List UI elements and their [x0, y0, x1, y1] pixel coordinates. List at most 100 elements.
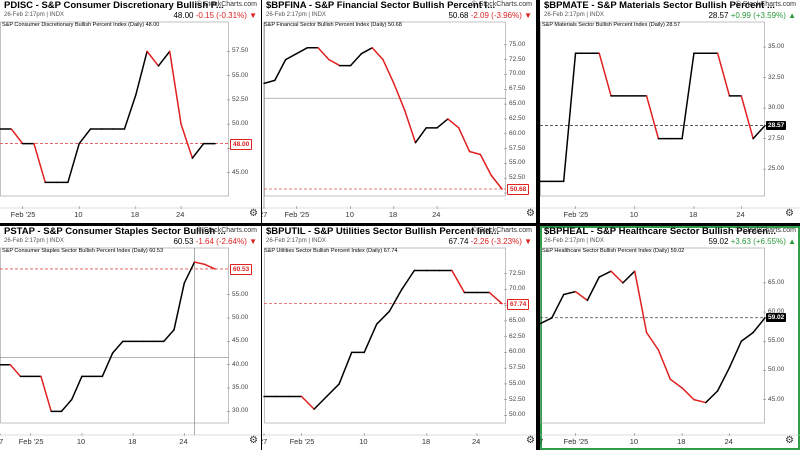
y-tick-label: 55.00: [232, 290, 249, 298]
x-tick-label: 24: [432, 210, 441, 219]
series-segment: [716, 366, 731, 392]
series-segment: [447, 118, 460, 129]
series-legend: S&P Healthcare Sector Bullish Percent In…: [542, 248, 685, 254]
series-segment: [284, 52, 298, 61]
up-arrow-icon: ▲: [785, 237, 796, 246]
chart-plot-bpmate: [540, 21, 800, 209]
last-price: 50.68: [448, 11, 469, 20]
y-tick-label: 30.00: [232, 407, 249, 415]
series-segment: [414, 127, 428, 144]
series-segment: [740, 95, 754, 140]
last-price: 60.53: [173, 237, 194, 246]
plot-frame: [0, 247, 229, 424]
series-segment: [645, 331, 660, 351]
y-tick-label: 30.00: [768, 104, 785, 112]
chart-title: $BPFINA - S&P Financial Sector Bullish P…: [266, 0, 496, 11]
series-segment: [562, 52, 577, 183]
series-legend: S&P Consumer Discretionary Bullish Perce…: [2, 22, 160, 28]
series-segment: [338, 351, 353, 385]
x-tick-label: 18: [677, 437, 686, 446]
chart-panel-bpfina[interactable]: $BPFINA - S&P Financial Sector Bullish P…: [262, 0, 536, 223]
chart-panel-bpdisc[interactable]: PDISC - S&P Consumer Discretionary Bulli…: [0, 0, 261, 223]
price-change: +0.99 (+3.59%): [730, 11, 786, 20]
y-tick-label: 45.00: [768, 395, 785, 403]
x-tick-label: Feb '25: [563, 210, 589, 219]
y-tick-label: 25.00: [768, 165, 785, 173]
stockcharts-logo: © StockCharts.com: [471, 1, 532, 8]
series-segment: [70, 375, 83, 401]
y-tick-label: 50.00: [768, 366, 785, 374]
series-segment: [295, 47, 309, 55]
price-change: -2.26 (-3.23%): [470, 237, 522, 246]
series-segment: [33, 142, 47, 184]
x-tick-label: 18: [421, 437, 431, 446]
y-tick-label: 72.50: [509, 55, 526, 63]
y-tick-label: 72.50: [509, 269, 526, 277]
series-segment: [562, 290, 577, 296]
chart-title: PSTAP - S&P Consumer Staples Sector Bull…: [4, 226, 226, 237]
last-value-tag: 59.02: [766, 312, 787, 322]
last-value-tag: 28.57: [766, 120, 787, 130]
series-segment: [325, 383, 340, 398]
chart-panel-bputil[interactable]: $BPUTIL - S&P Utilities Sector Bullish P…: [262, 226, 536, 450]
price-quote: 60.53 -1.64 (-2.64%) ▼: [173, 237, 257, 246]
x-tick-label: Feb '25: [289, 437, 315, 446]
y-tick-label: 70.00: [509, 70, 526, 78]
settings-gear-icon[interactable]: ⚙: [526, 435, 535, 446]
series-legend: S&P Materials Sector Bullish Percent Ind…: [542, 22, 681, 28]
series-segment: [586, 276, 600, 302]
x-tick-label: 10: [74, 210, 83, 219]
series-segment: [135, 50, 148, 96]
down-arrow-icon: ▼: [246, 237, 257, 246]
down-arrow-icon: ▼: [521, 11, 532, 20]
price-quote: 48.00 -0.15 (-0.31%) ▼: [173, 11, 257, 20]
x-tick-label: 10: [359, 437, 368, 446]
x-tick-label: 27: [0, 437, 4, 446]
settings-gear-icon[interactable]: ⚙: [249, 435, 258, 446]
last-value-tag: 60.53: [230, 263, 253, 275]
chart-panel-bpmate[interactable]: $BPMATE - S&P Materials Sector Bullish P…: [540, 0, 800, 223]
y-tick-label: 35.00: [768, 43, 785, 51]
series-segment: [40, 375, 52, 413]
y-tick-label: 52.50: [509, 395, 526, 403]
price-change: -0.15 (-0.31%): [195, 11, 247, 20]
series-segment: [388, 288, 403, 313]
settings-gear-icon[interactable]: ⚙: [526, 208, 535, 219]
series-segment: [728, 340, 743, 369]
series-segment: [204, 263, 216, 270]
y-tick-label: 32.50: [768, 73, 785, 81]
x-tick-label: Feb '25: [563, 437, 589, 446]
y-tick-label: 65.00: [509, 100, 526, 108]
series-segment: [752, 124, 766, 140]
settings-gear-icon[interactable]: ⚙: [249, 208, 258, 219]
series-segment: [173, 282, 186, 331]
series-segment: [9, 363, 22, 378]
series-segment: [191, 142, 205, 159]
chart-panel-bpheal[interactable]: $BPHEAL - S&P Healthcare Sector Bullish …: [540, 226, 800, 450]
series-segment: [180, 123, 194, 159]
y-tick-label: 65.00: [768, 278, 785, 286]
settings-gear-icon[interactable]: ⚙: [785, 435, 794, 446]
series-segment: [457, 127, 471, 153]
chart-panel-bpstap[interactable]: PSTAP - S&P Consumer Staples Sector Bull…: [0, 226, 261, 450]
y-tick-label: 70.00: [509, 285, 526, 293]
series-segment: [363, 323, 378, 354]
y-tick-label: 57.50: [509, 144, 526, 152]
y-tick-label: 45.00: [232, 168, 249, 176]
series-segment: [468, 150, 482, 156]
series-segment: [101, 352, 114, 378]
series-segment: [633, 270, 648, 334]
series-segment: [540, 317, 553, 325]
series-segment: [375, 310, 391, 325]
chart-plot-bpfina: [262, 21, 536, 209]
plot-frame: [0, 21, 229, 197]
series-segment: [403, 109, 417, 144]
chart-title: $BPHEAL - S&P Healthcare Sector Bullish …: [544, 226, 776, 237]
y-tick-label: 55.00: [768, 337, 785, 345]
series-segment: [752, 317, 766, 334]
series-segment: [401, 269, 416, 291]
settings-gear-icon[interactable]: ⚙: [785, 208, 794, 219]
stockcharts-logo: © StockCharts.com: [735, 1, 796, 8]
plot-frame: [540, 247, 765, 424]
x-tick-label: 27: [540, 437, 544, 446]
